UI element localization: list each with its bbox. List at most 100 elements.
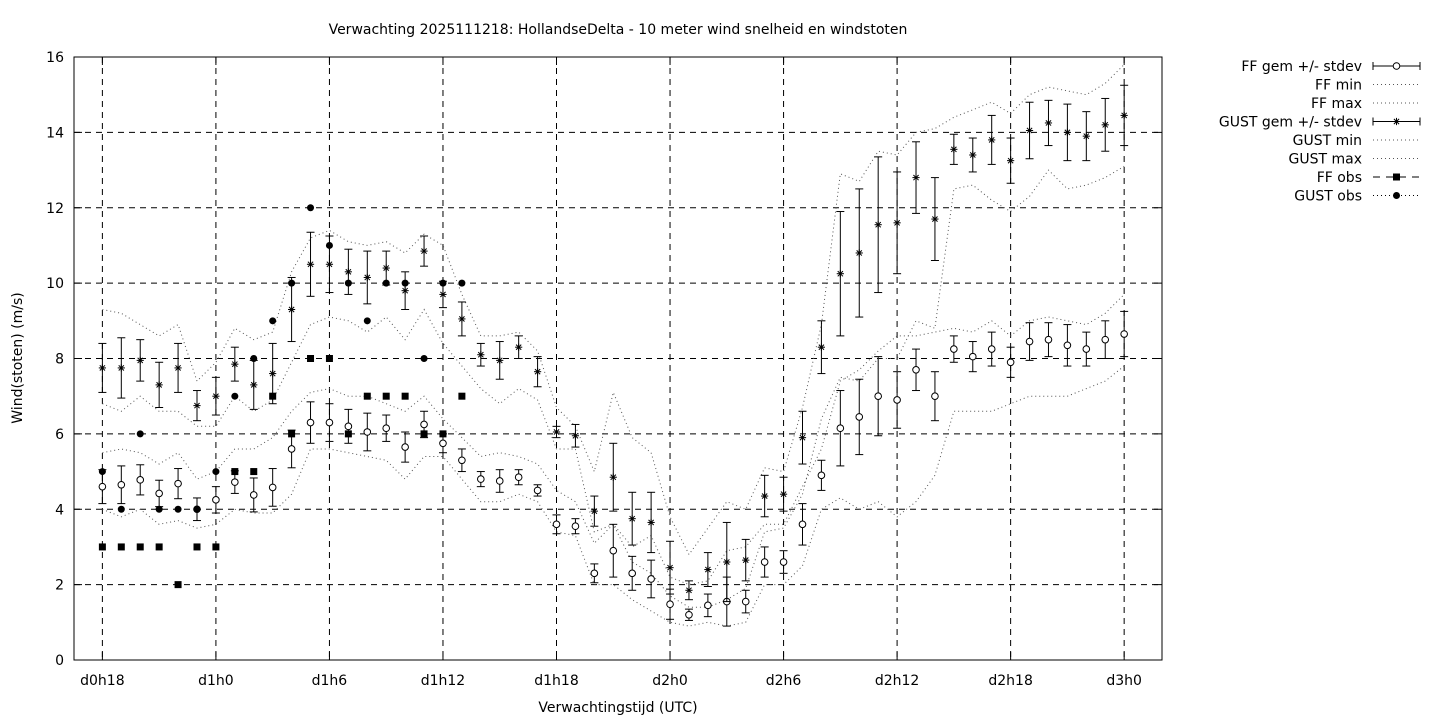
x-tick-label: d1h18 [534, 673, 578, 689]
gust-mean-point [628, 515, 636, 523]
ff-mean-point [287, 445, 296, 453]
gust-mean-point [950, 145, 958, 153]
gust-mean-point [155, 381, 163, 389]
ff-obs-point [155, 543, 163, 551]
ff-mean-point [174, 479, 182, 488]
gust-mean-point [98, 364, 106, 372]
gust-mean-point [912, 174, 920, 182]
legend-label: GUST max [1289, 152, 1363, 168]
ff-mean-point [1063, 341, 1072, 350]
ff-obs-point [325, 355, 333, 362]
ff-mean-point [912, 366, 920, 374]
legend-label: GUST obs [1294, 189, 1362, 205]
gust-mean-point [685, 586, 693, 594]
gust-mean-point [742, 556, 750, 564]
gust-obs-point [382, 279, 390, 287]
ff-mean-point [647, 575, 655, 583]
gust-mean-point [1063, 128, 1071, 136]
gust-mean-point [401, 287, 409, 295]
ff-mean-point [1120, 330, 1128, 338]
gust-obs-point [250, 355, 258, 362]
gust-mean-point [1025, 126, 1034, 135]
legend-label: FF obs [1317, 170, 1362, 186]
gust-mean-point [231, 360, 239, 368]
gust-obs-point [325, 241, 333, 249]
legend-label: FF min [1315, 78, 1362, 94]
gust-mean-point [250, 381, 258, 389]
ff-obs-point [439, 430, 447, 438]
gust-obs-point [458, 279, 466, 287]
ff-mean-point [1025, 337, 1034, 346]
ff-obs-point [288, 430, 296, 438]
ff-mean-point [950, 345, 958, 353]
x-axis-label: Verwachtingstijd (UTC) [538, 700, 697, 716]
gust-mean-point [363, 273, 371, 282]
ff-obs-point [363, 392, 371, 400]
ff-mean-point [401, 443, 409, 451]
grid [74, 57, 1162, 660]
ff-mean-point [704, 601, 712, 610]
ff-obs-point [136, 543, 144, 551]
y-tick-label: 14 [46, 125, 64, 141]
ff-mean-point [836, 424, 845, 433]
x-tick-label: d1h0 [198, 673, 234, 689]
x-tick-label: d0h18 [80, 673, 124, 689]
gust-mean-point [779, 490, 788, 498]
ff-mean-point [325, 418, 334, 427]
gust-mean-point [647, 518, 655, 527]
gust-mean-point [836, 270, 844, 278]
ff-mean-point [136, 476, 145, 484]
x-tick-label: d2h18 [988, 673, 1032, 689]
ff-mean-point [798, 520, 807, 529]
x-tick-label: d1h6 [312, 673, 348, 689]
ff-obs-point [117, 543, 125, 551]
ff-mean-point [477, 475, 485, 483]
ff-mean-point [760, 558, 769, 566]
ff-mean-point [968, 352, 977, 361]
gust-mean-point [798, 434, 807, 442]
y-axis-label: Wind(stoten) (m/s) [10, 292, 26, 423]
ff-mean-point [363, 428, 372, 436]
legend-label: GUST min [1293, 133, 1362, 149]
gust-mean-point [496, 356, 504, 364]
ff-mean-point [231, 478, 239, 486]
gust-mean-point [174, 364, 182, 372]
gust-mean-point [571, 432, 580, 440]
gust-obs-point [344, 279, 352, 287]
ff-mean-point [741, 597, 750, 606]
gust-mean-point [117, 364, 125, 372]
chart-title: Verwachting 2025111218: HollandseDelta -… [329, 22, 908, 38]
ff-mean-point [306, 418, 315, 427]
legend-marker [1392, 62, 1401, 70]
gust-mean-point [931, 215, 939, 223]
ff-obs-point [174, 581, 182, 589]
gust-mean-point [515, 343, 523, 351]
gust-obs-point [155, 505, 163, 513]
ff-obs-point [212, 543, 220, 551]
gust-obs-point [420, 355, 428, 362]
ff-obs-point [269, 392, 277, 400]
ff-mean-point [628, 569, 636, 578]
ff-mean-point [344, 422, 353, 431]
gust-mean-point [552, 428, 561, 436]
gust-mean-point [855, 249, 863, 257]
gust-mean-point [136, 356, 144, 364]
gust-obs-point [212, 468, 220, 476]
gust-mean-point [1082, 132, 1090, 140]
ff-mean-point [685, 610, 693, 619]
gust-mean-point [269, 369, 277, 378]
axes: 0 2 4 6 8 10 12 14 16 d0h18 d1h0 d1h6 d1h12 d1h18 d2h0… [46, 50, 1162, 689]
ff-mean-point [1044, 335, 1053, 344]
ff-mean-point [779, 558, 788, 566]
gust-mean-point [969, 151, 977, 159]
gust-mean-point [533, 368, 542, 376]
gust-mean-point [666, 564, 674, 572]
ff-mean-point [155, 489, 163, 498]
ff-obs-point [401, 392, 409, 400]
gust-mean-point [704, 565, 712, 574]
gust-obs-point [193, 505, 201, 513]
gust-mean-point [344, 268, 352, 276]
ff-mean-point [249, 491, 258, 499]
